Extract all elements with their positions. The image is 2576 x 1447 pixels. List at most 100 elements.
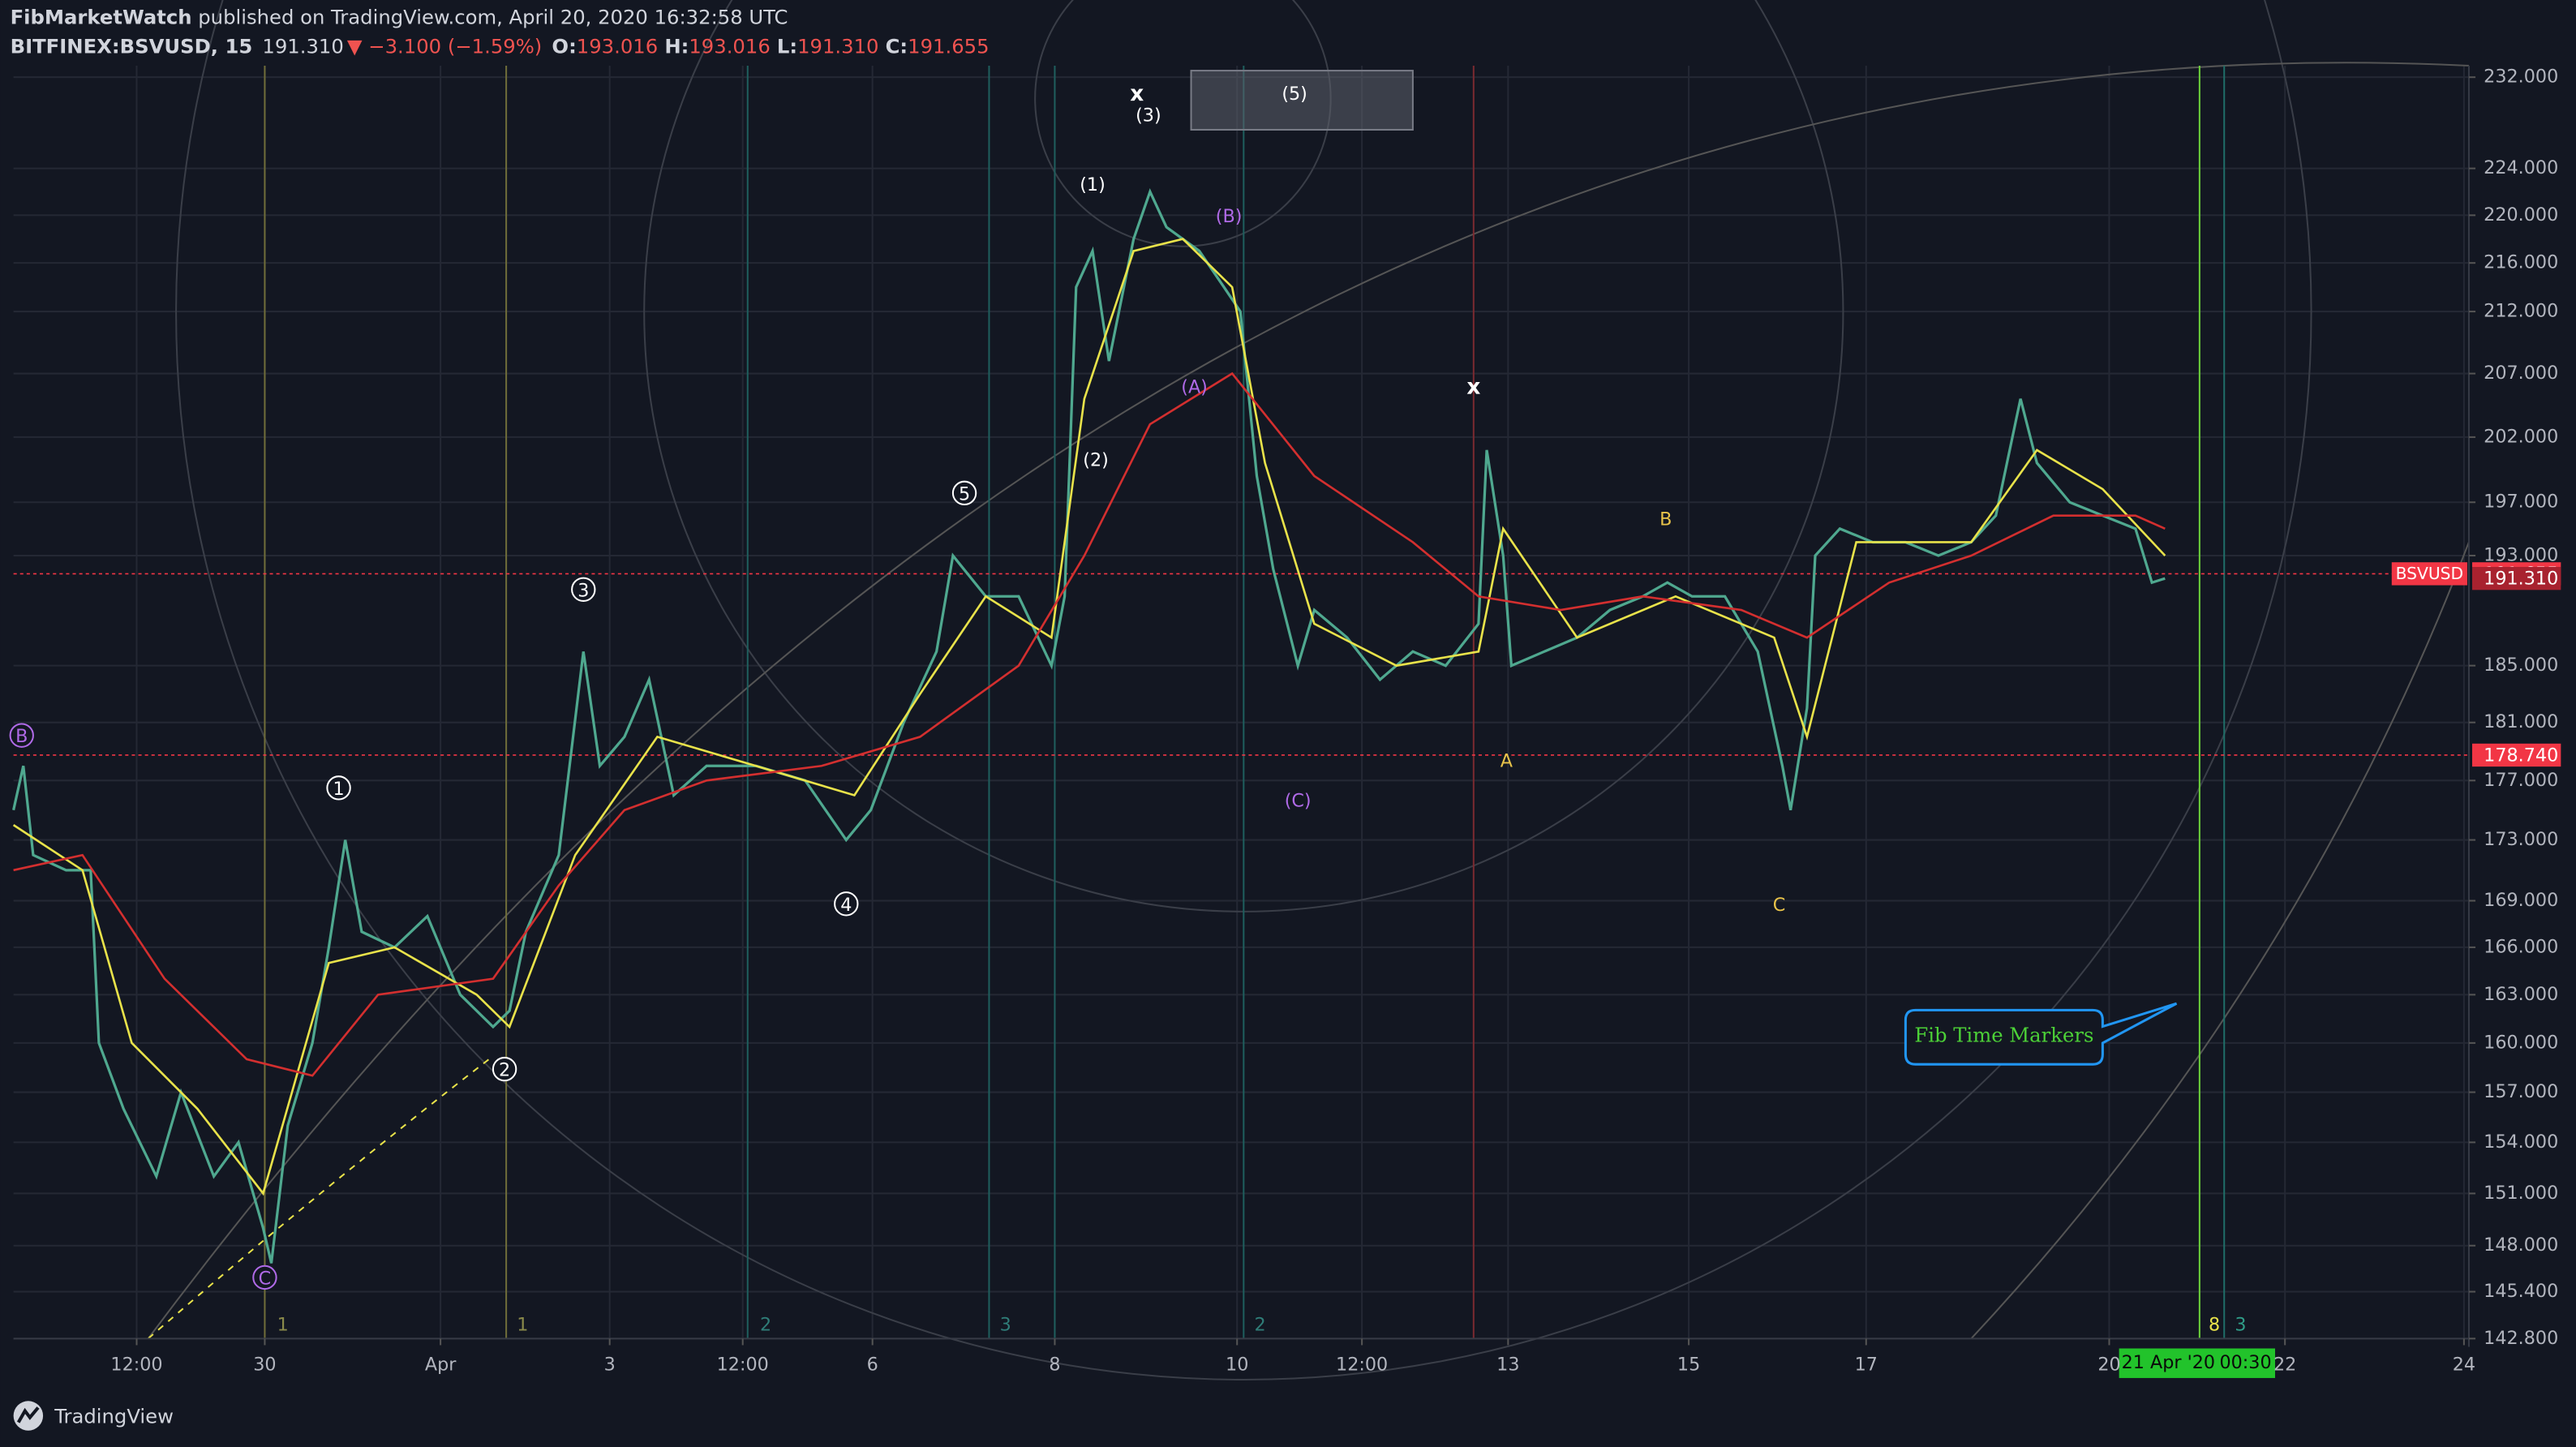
x-tick-label: 24 xyxy=(2453,1354,2475,1375)
x-tick-label: 12:00 xyxy=(1336,1354,1388,1375)
wave-label: 4 xyxy=(840,895,852,916)
wave-label: (1) xyxy=(1080,174,1106,195)
fib-count: 3 xyxy=(1000,1315,1011,1336)
y-tick-label: 148.000 xyxy=(2484,1234,2558,1256)
wave-circle xyxy=(834,891,859,917)
y-tick-label: 185.000 xyxy=(2484,655,2558,676)
wave-label: A xyxy=(1501,751,1513,772)
x-tick-label: 8 xyxy=(1049,1354,1060,1375)
x-tick-label: 12:00 xyxy=(717,1354,769,1375)
y-tick-label: 163.000 xyxy=(2484,984,2558,1005)
wave-label: 2 xyxy=(499,1060,510,1081)
time-time: 00:30 xyxy=(2219,1352,2271,1373)
wave-circle xyxy=(571,577,596,602)
x-tick-label: 20 xyxy=(2097,1354,2120,1375)
y-tick-label: 169.000 xyxy=(2484,890,2558,911)
x-tick-label: 6 xyxy=(867,1354,878,1375)
wave-circle xyxy=(326,775,351,801)
wave-label: (3) xyxy=(1136,105,1161,127)
wave-label: (C) xyxy=(1285,790,1312,811)
wave-label: B xyxy=(15,726,28,747)
x-tick-label: 17 xyxy=(1855,1354,1878,1375)
c-label: C: xyxy=(886,35,908,58)
x-tick-label: 12:00 xyxy=(110,1354,162,1375)
y-tick-label: 142.800 xyxy=(2484,1328,2558,1349)
wave-label: B xyxy=(1659,509,1672,530)
price-series xyxy=(12,238,2166,1196)
fib-count: 2 xyxy=(760,1315,771,1336)
y-tick-label: 224.000 xyxy=(2484,157,2558,178)
wave-circle xyxy=(252,1265,277,1290)
wave-label: (5) xyxy=(1282,84,1307,105)
y-tick-label: 212.000 xyxy=(2484,301,2558,322)
wave-label: C xyxy=(1773,895,1786,916)
change: ▼ −3.100 (−1.59%) xyxy=(347,35,542,58)
x-tick-label: 10 xyxy=(1226,1354,1248,1375)
symbol: BITFINEX:BSVUSD, 15 xyxy=(11,35,253,58)
symbol-tag xyxy=(2391,562,2467,586)
x-tick-label: 22 xyxy=(2273,1354,2296,1375)
price-tag-label: 178.740 xyxy=(2484,745,2558,766)
time-date: 21 Apr '20 xyxy=(2122,1352,2215,1373)
wave-label: (A) xyxy=(1181,377,1208,398)
brand-name: TradingView xyxy=(54,1405,174,1428)
y-tick-label: 197.000 xyxy=(2484,492,2558,513)
price-tag xyxy=(2472,566,2561,590)
fib-count: 8 xyxy=(2209,1315,2220,1336)
y-tick-label: 154.000 xyxy=(2484,1131,2558,1153)
y-tick-label: 173.000 xyxy=(2484,829,2558,850)
open: 193.016 xyxy=(577,35,658,58)
wave-label: (B) xyxy=(1216,206,1243,227)
fib-count: 1 xyxy=(517,1315,528,1336)
wave-label: 5 xyxy=(959,483,970,505)
high: 193.016 xyxy=(689,35,770,58)
fib-verticals xyxy=(264,65,2226,1339)
y-tick-label: 193.000 xyxy=(2484,544,2558,565)
y-tick-label: 220.000 xyxy=(2484,204,2558,225)
time-box: 21 Apr '20 00:30 xyxy=(2119,1348,2276,1378)
x-tick-label: 3 xyxy=(604,1354,616,1375)
wave-label: C xyxy=(259,1268,272,1289)
wave-label: 1 xyxy=(333,779,344,800)
fib-count: 2 xyxy=(1254,1315,1265,1336)
h-label: H: xyxy=(664,35,689,58)
wave-label: 3 xyxy=(577,580,589,601)
last: 191.310 xyxy=(262,35,343,58)
low: 191.310 xyxy=(797,35,878,58)
author: FibMarketWatch xyxy=(11,5,192,28)
y-tick-label: 202.000 xyxy=(2484,426,2558,447)
x-tick-label: 30 xyxy=(253,1354,276,1375)
o-label: O: xyxy=(552,35,576,58)
symbol-tag-label: BSVUSD xyxy=(2396,564,2463,583)
price-series xyxy=(13,371,2166,1077)
header-line-2: BITFINEX:BSVUSD, 15 191.310 ▼ −3.100 (−1.5… xyxy=(11,35,990,58)
wave-box xyxy=(1190,70,1414,131)
x-tick-label: Apr xyxy=(425,1354,457,1375)
published: published on TradingView.com, April 20, … xyxy=(192,5,788,28)
y-tick-label: 207.000 xyxy=(2484,363,2558,384)
price-tag-label: 191.310 xyxy=(2484,569,2558,590)
callout-text: Fib Time Markers xyxy=(1914,1023,2093,1046)
y-tick-label: 157.000 xyxy=(2484,1081,2558,1102)
fib-count: 3 xyxy=(2235,1315,2246,1336)
callout-box: Fib Time Markers xyxy=(1904,1002,2178,1066)
x-tick-label: 15 xyxy=(1677,1354,1700,1375)
y-tick-label: 181.000 xyxy=(2484,711,2558,732)
y-tick-label: 151.000 xyxy=(2484,1183,2558,1204)
y-tick-label: 232.000 xyxy=(2484,67,2558,88)
y-tick-label: 145.400 xyxy=(2484,1281,2558,1302)
wave-circle xyxy=(492,1056,517,1082)
fib-count: 1 xyxy=(277,1315,289,1336)
header-line-1: FibMarketWatch published on TradingView.… xyxy=(11,5,788,28)
x-tick-label: 13 xyxy=(1496,1354,1519,1375)
wave-label: x xyxy=(1466,376,1480,400)
y-tick-label: 160.000 xyxy=(2484,1032,2558,1053)
y-tick-label: 177.000 xyxy=(2484,770,2558,791)
brand: TradingView xyxy=(13,1401,174,1431)
close: 191.655 xyxy=(908,35,989,58)
wave-label: (2) xyxy=(1083,450,1109,471)
wave-circle xyxy=(9,723,34,748)
